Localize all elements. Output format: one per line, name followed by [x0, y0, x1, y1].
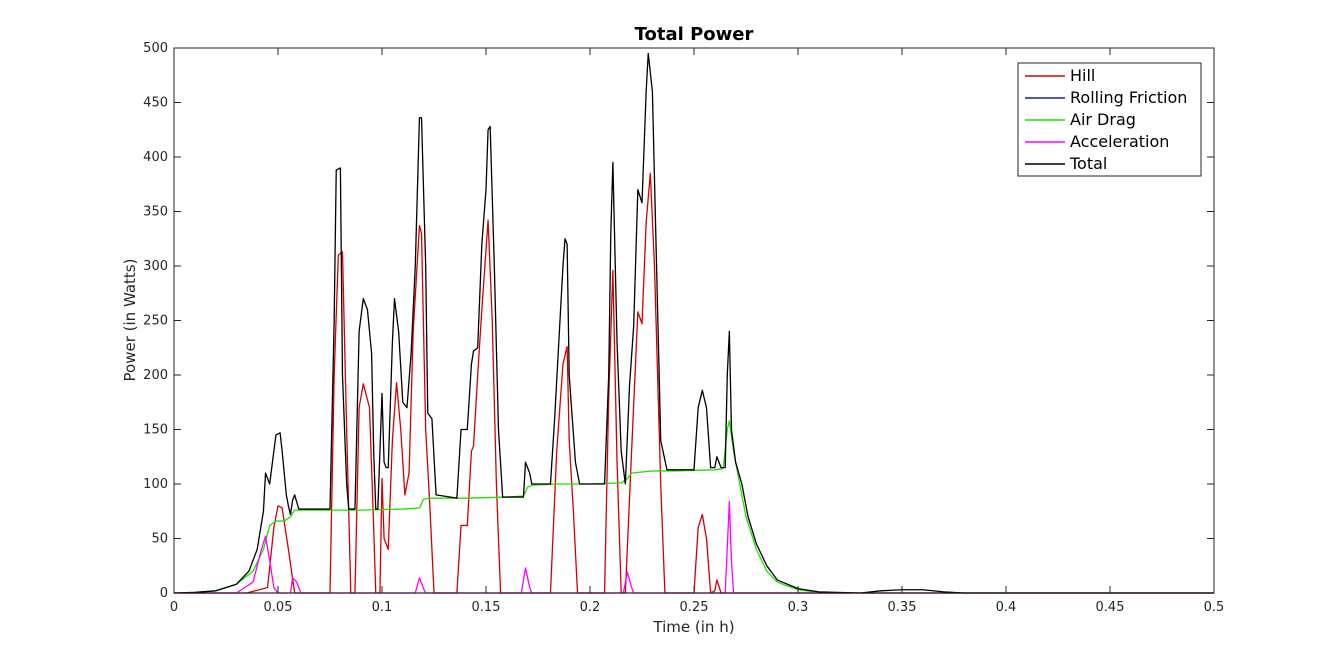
x-tick-label: 0	[170, 600, 178, 615]
chart-title: Total Power	[635, 24, 754, 45]
x-tick-label: 0.2	[580, 600, 601, 615]
legend-label: Air Drag	[1070, 110, 1136, 129]
y-tick-label: 100	[143, 477, 168, 492]
y-tick-label: 350	[143, 205, 168, 220]
x-tick-label: 0.4	[996, 600, 1017, 615]
x-tick-label: 0.05	[264, 600, 293, 615]
series-line-hill	[174, 172, 1214, 594]
y-tick-label: 400	[143, 150, 168, 165]
x-tick-label: 0.15	[472, 600, 501, 615]
y-tick-label: 0	[160, 586, 168, 601]
y-axis-label: Power (in Watts)	[121, 259, 139, 382]
x-tick-label: 0.35	[888, 600, 917, 615]
x-tick-label: 0.45	[1096, 600, 1125, 615]
x-tick-label: 0.3	[788, 600, 809, 615]
y-ticks: 0 50 100 150 200 250 300 350 400 450 500	[143, 41, 1214, 601]
y-tick-label: 300	[143, 259, 168, 274]
y-tick-label: 150	[143, 423, 168, 438]
legend-label: Hill	[1070, 66, 1095, 85]
x-tick-label: 0.5	[1204, 600, 1225, 615]
y-tick-label: 500	[143, 41, 168, 56]
x-ticks: 0 0.05 0.1 0.15 0.2 0.25 0.3 0.35 0.4 0.45 0.5	[170, 48, 1224, 615]
y-tick-label: 200	[143, 368, 168, 383]
legend: Hill Rolling Friction Air Drag Acceleration…	[1017, 62, 1202, 177]
x-tick-label: 0.1	[372, 600, 393, 615]
y-tick-label: 450	[143, 96, 168, 111]
legend-label: Acceleration	[1070, 132, 1169, 151]
legend-label: Rolling Friction	[1070, 88, 1187, 107]
series-line-total	[173, 52, 1214, 594]
legend-label: Total	[1069, 154, 1107, 173]
x-axis-label: Time (in h)	[652, 618, 734, 636]
y-tick-label: 250	[143, 314, 168, 329]
y-tick-label: 50	[151, 532, 168, 547]
x-tick-label: 0.25	[680, 600, 709, 615]
